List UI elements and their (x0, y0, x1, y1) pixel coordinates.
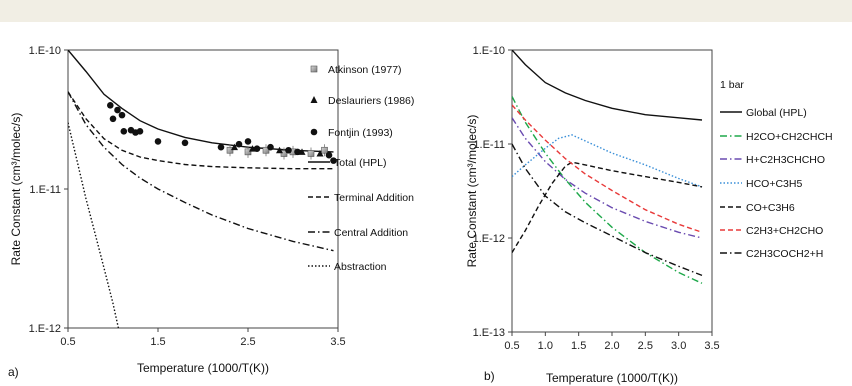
legend-entry: C2H3+CH2CHO (746, 225, 823, 237)
legend-entry: HCO+C3H5 (746, 178, 802, 190)
legend-swatch (310, 65, 318, 73)
legend-entry: C2H3COCH2+H (746, 248, 823, 260)
series-line-global-hpl- (512, 50, 703, 121)
y-axis-label: Rate Constant (cm³/molec/s) (465, 115, 479, 268)
data-point-circle (235, 140, 243, 148)
x-tick-label: 0.5 (504, 340, 519, 352)
legend-swatch (310, 128, 318, 136)
chart-panel-b: 0.5 1.0 1.5 2.0 2.5 3.0 3.5 1.E-13 1.E-12 1.E-11 1… (465, 45, 833, 385)
x-axis-label: Temperature (1000/T(K)) (137, 361, 269, 375)
x-tick-label: 1.5 (571, 340, 586, 352)
panel-label: b) (484, 369, 495, 383)
legend-entry: Terminal Addition (334, 192, 414, 204)
legend-title: 1 bar (720, 79, 744, 91)
plot-area (68, 50, 337, 328)
data-point-triangle (316, 150, 324, 157)
legend-entry: Abstraction (334, 261, 387, 273)
x-tick-label: 2.5 (240, 336, 255, 348)
x-tick-label: 3.0 (671, 340, 686, 352)
data-point-circle (253, 145, 261, 152)
data-point-square (307, 150, 315, 157)
legend-entry: Deslauriers (1986) (328, 95, 414, 107)
legend-entry: Atkinson (1977) (328, 64, 402, 76)
legend-entry: Global (HPL) (746, 107, 807, 119)
series-line-co-c3h6 (512, 161, 703, 253)
page-top-band (0, 0, 852, 22)
series-line-c2h3coch2-h (512, 143, 703, 277)
data-point-square (226, 146, 234, 154)
plot-area (512, 50, 703, 284)
legend-entry: Total (HPL) (334, 157, 387, 169)
x-tick-label: 2.5 (638, 340, 653, 352)
data-point-circle (267, 143, 274, 151)
data-point-circle (154, 138, 162, 145)
x-tick-label: 3.5 (704, 340, 719, 352)
y-tick-label: 1.E-10 (473, 45, 505, 57)
y-tick-label: 1.E-10 (29, 45, 61, 57)
data-point-square (280, 150, 288, 157)
legend-entry: H+C2H3CHCHO (746, 154, 825, 166)
data-point-square (262, 146, 270, 154)
data-point-triangle (276, 146, 283, 154)
data-point-circle (244, 138, 252, 145)
y-tick-label: 1.E-13 (473, 327, 505, 339)
data-point-circle (109, 115, 117, 123)
data-point-square (244, 148, 252, 156)
series-line-abstraction (68, 122, 120, 328)
series-line-h2co-ch2chch (512, 96, 703, 284)
data-point-circle (181, 139, 189, 147)
legend-entry: Fontjin (1993) (328, 127, 393, 139)
series-line-total-hpl- (68, 50, 334, 153)
data-point-square (321, 146, 328, 154)
y-tick-label: 1.E-11 (473, 139, 505, 151)
y-axis-label: Rate Constant (cm³/molec/s) (9, 113, 23, 266)
data-point-circle (285, 146, 292, 154)
legend-entry: CO+C3H6 (746, 202, 795, 214)
series-line-hco-c3h5 (512, 134, 703, 188)
data-point-triangle (231, 143, 238, 151)
x-axis-label: Temperature (1000/T(K)) (546, 371, 678, 385)
data-point-circle (325, 151, 333, 159)
x-tick-label: 2.0 (604, 340, 619, 352)
series-line-central-addition (68, 91, 334, 252)
series-line-h-c2h3chcho (512, 117, 703, 239)
x-tick-label: 1.0 (538, 340, 553, 352)
y-tick-label: 1.E-12 (29, 323, 61, 335)
data-point-circle (294, 148, 301, 156)
data-point-circle (114, 106, 121, 114)
data-point-circle (217, 143, 225, 151)
series-line-terminal-addition (68, 91, 334, 170)
legend-swatch (310, 96, 318, 103)
data-point-circle (330, 157, 337, 164)
x-tick-label: 3.5 (330, 336, 345, 348)
y-tick-label: 1.E-12 (473, 233, 505, 245)
x-tick-label: 1.5 (150, 336, 165, 348)
series-line-c2h3-ch2cho (512, 104, 703, 233)
y-tick-label: 1.E-11 (29, 184, 61, 196)
panel-label: a) (8, 365, 19, 379)
legend-entry: H2CO+CH2CHCH (746, 131, 833, 143)
data-point-circle (120, 128, 128, 135)
data-point-circle (118, 111, 126, 119)
data-point-circle (136, 128, 144, 135)
chart-panel-a: 0.5 1.5 2.5 3.5 1.E-12 1.E-11 1.E-10 Temperatur… (8, 45, 414, 379)
x-tick-label: 0.5 (60, 336, 75, 348)
legend-entry: Central Addition (334, 227, 408, 239)
data-point-circle (107, 102, 114, 109)
